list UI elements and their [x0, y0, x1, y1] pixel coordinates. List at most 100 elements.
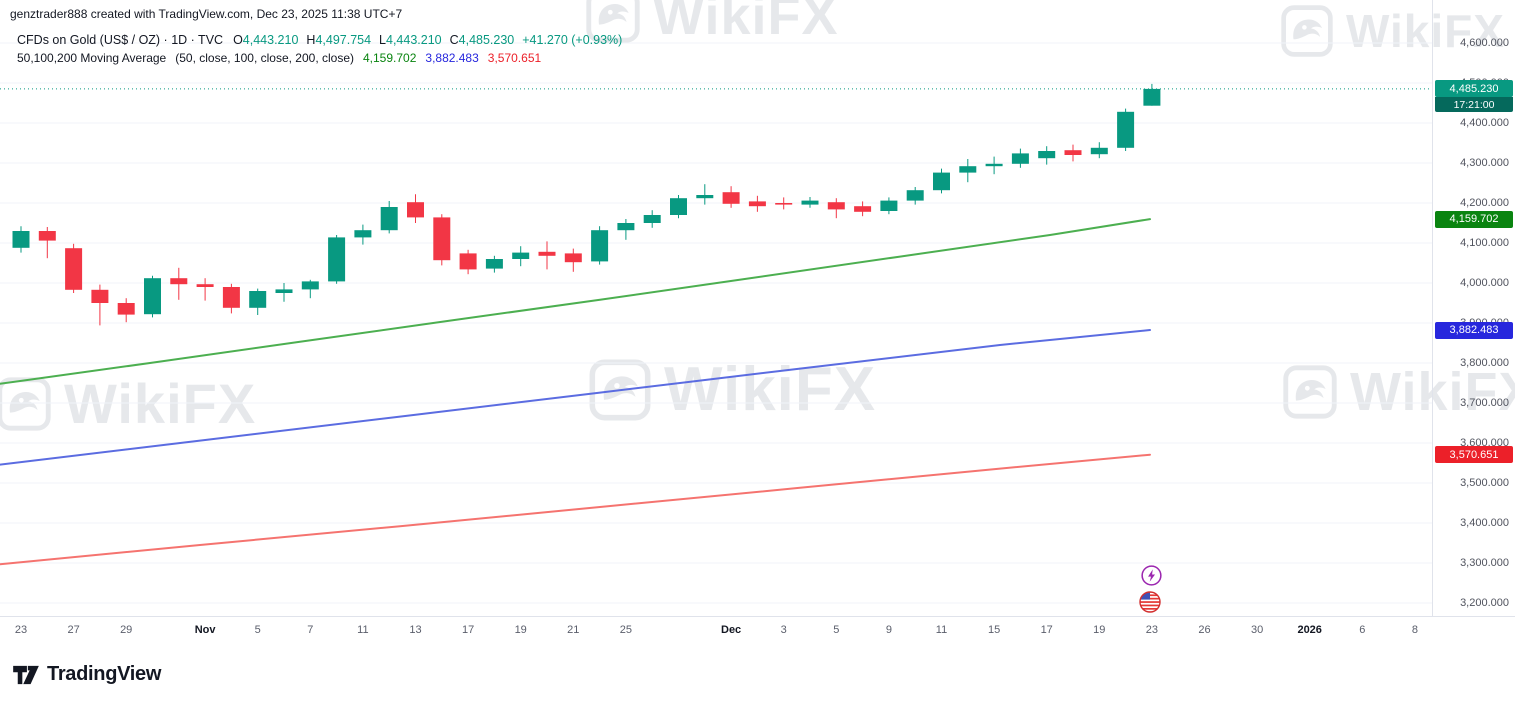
candle: [1117, 108, 1135, 151]
candle-body: [1038, 151, 1056, 159]
candle: [117, 298, 135, 323]
candle-body: [591, 230, 609, 262]
ma100-line: [0, 329, 1151, 466]
ohlc-values: O4,443.210 H4,497.754 L4,443.210 C4,485.…: [233, 33, 622, 47]
time-tick-label: 30: [1250, 624, 1264, 636]
price-tick-label: 4,300.000: [1460, 156, 1509, 169]
candle: [354, 224, 372, 245]
time-tick-label: 11: [935, 624, 948, 636]
candle: [512, 246, 530, 267]
candle: [328, 235, 346, 284]
event-lightning-icon[interactable]: [1141, 565, 1163, 587]
candle-body: [775, 203, 793, 205]
event-us-flag-icon[interactable]: [1139, 591, 1161, 613]
time-tick-label: 17: [1040, 624, 1053, 636]
candle: [643, 210, 661, 228]
time-tick-label: 6: [1359, 624, 1366, 636]
time-tick-label: 29: [120, 624, 133, 636]
candle: [170, 267, 188, 300]
time-tick-label: 23: [1145, 624, 1159, 636]
ma-indicator-title[interactable]: 50,100,200 Moving Average: [17, 51, 167, 65]
candle-body: [670, 198, 687, 215]
ma50-line: [0, 218, 1151, 385]
price-tag-ma200: 3,570.651: [1435, 446, 1513, 464]
candle-body: [722, 192, 740, 204]
ma200-value: 3,570.651: [487, 51, 542, 65]
candle: [1038, 146, 1056, 165]
open-label: O: [233, 33, 243, 47]
price-scale[interactable]: 4,600.0004,500.0004,400.0004,300.0004,20…: [1432, 0, 1515, 616]
ma100-value: 3,882.483: [425, 51, 479, 65]
price-tag-last-price: 4,485.230: [1435, 80, 1513, 98]
candle-body: [985, 163, 1003, 167]
candle: [1064, 144, 1082, 162]
candle: [485, 255, 503, 273]
candle: [407, 194, 424, 223]
price-tick-label: 3,200.000: [1460, 596, 1509, 609]
candle: [933, 168, 950, 194]
candle: [1011, 148, 1029, 168]
candle-body: [854, 206, 872, 212]
time-tick-label: 25: [619, 624, 633, 636]
time-tick-label: 2026: [1297, 624, 1322, 636]
price-tick-label: 3,600.000: [1460, 436, 1509, 449]
time-tick-label: 26: [1198, 624, 1211, 636]
candle: [1143, 83, 1161, 106]
candle: [222, 283, 240, 314]
candle-body: [275, 289, 293, 293]
footer: TradingView: [0, 646, 1515, 703]
time-tick-label: 15: [987, 624, 1001, 636]
candle: [854, 201, 872, 217]
time-tick-label: 19: [514, 624, 527, 636]
candle-body: [380, 207, 398, 231]
candle: [696, 184, 714, 205]
price-tick-label: 3,800.000: [1460, 356, 1509, 369]
candle: [301, 279, 319, 299]
candle-body: [249, 291, 267, 308]
candle-body: [1064, 150, 1082, 155]
candle-body: [512, 252, 530, 259]
time-tick-label: 27: [67, 624, 80, 636]
price-tick-label: 3,700.000: [1460, 396, 1509, 409]
chart-legend: CFDs on Gold (US$ / OZ) · 1D · TVC O4,44…: [17, 33, 622, 65]
candle-body: [433, 217, 451, 261]
candle-body: [117, 303, 135, 315]
change-value: +41.270 (+0.93%): [522, 33, 623, 47]
candle-body: [748, 201, 766, 207]
price-tick-label: 3,500.000: [1460, 476, 1509, 489]
tradingview-logo-icon[interactable]: [12, 664, 40, 686]
candle-body: [328, 237, 346, 282]
candle: [959, 159, 977, 183]
candle-body: [538, 251, 556, 256]
time-tick-label: 21: [567, 624, 580, 636]
candle-body: [222, 287, 240, 308]
chart-pane[interactable]: [0, 0, 1432, 616]
candle: [1090, 142, 1108, 159]
close-label: C: [449, 33, 459, 47]
candle: [748, 195, 766, 212]
candle: [38, 227, 56, 259]
low-label: L: [379, 33, 386, 47]
candle-body: [643, 215, 661, 223]
candle: [564, 248, 582, 272]
candle-body: [1011, 153, 1029, 164]
candle: [880, 197, 898, 215]
candle-body: [959, 166, 977, 173]
time-tick-label: 23: [14, 624, 28, 636]
price-tick-label: 4,600.000: [1460, 36, 1509, 49]
time-tick-label: Nov: [194, 624, 216, 636]
time-scale[interactable]: 23 27 29 Nov 5 7 11 13 17 19 21 25 Dec 3 5 9 11 15 17 19 23 2…: [0, 616, 1515, 647]
candle-body: [1090, 147, 1108, 155]
candle: [722, 186, 740, 208]
bar-countdown-timer: 17:21:00: [1435, 97, 1513, 113]
ma200-line: [0, 453, 1151, 566]
candle: [617, 219, 635, 240]
candle-body: [91, 289, 109, 303]
candle: [144, 275, 161, 318]
candle-body: [144, 278, 161, 315]
tradingview-brand[interactable]: TradingView: [47, 663, 162, 685]
candle: [91, 284, 109, 326]
candle-body: [564, 253, 582, 263]
symbol-title[interactable]: CFDs on Gold (US$ / OZ) · 1D · TVC: [17, 33, 224, 47]
